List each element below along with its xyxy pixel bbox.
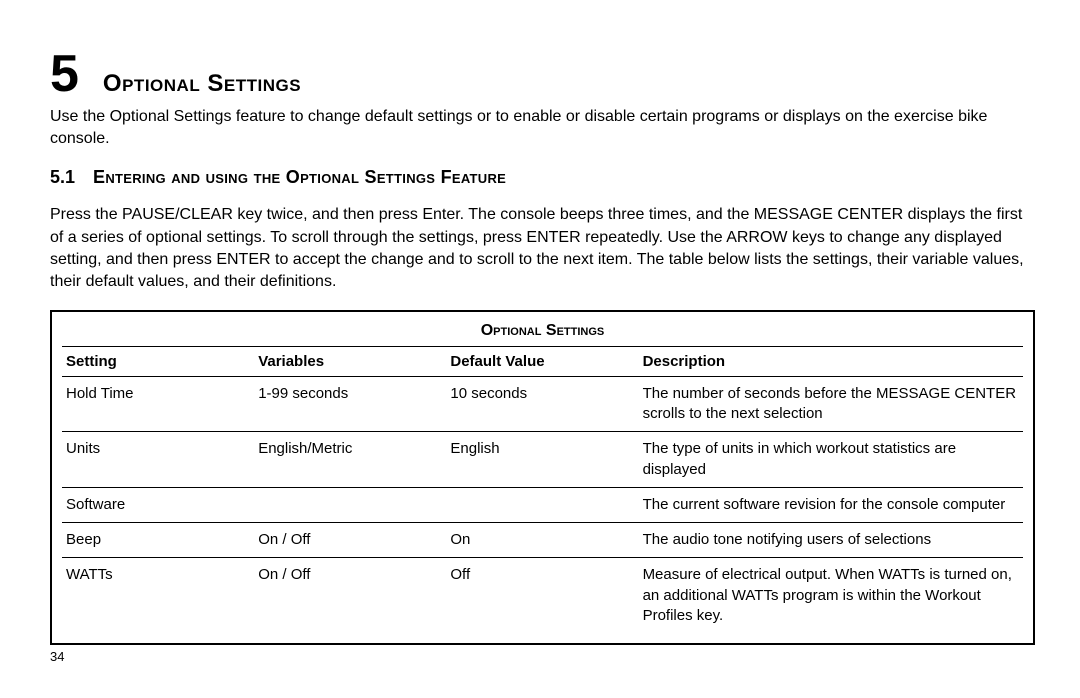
section-number: 5.1 bbox=[50, 167, 75, 188]
table-row: Hold Time 1-99 seconds 10 seconds The nu… bbox=[62, 376, 1023, 432]
table-row: Beep On / Off On The audio tone notifyin… bbox=[62, 523, 1023, 558]
cell-setting: Units bbox=[62, 432, 254, 488]
chapter-number: 5 bbox=[50, 48, 79, 100]
table-row: Units English/Metric English The type of… bbox=[62, 432, 1023, 488]
cell-variables: On / Off bbox=[254, 558, 446, 633]
table-row: Software The current software revision f… bbox=[62, 487, 1023, 522]
table-body: Hold Time 1-99 seconds 10 seconds The nu… bbox=[62, 376, 1023, 633]
cell-description: The number of seconds before the MESSAGE… bbox=[639, 376, 1023, 432]
col-header-variables: Variables bbox=[254, 347, 446, 377]
cell-variables: On / Off bbox=[254, 523, 446, 558]
cell-setting: Software bbox=[62, 487, 254, 522]
cell-description: Measure of electrical output. When WATTs… bbox=[639, 558, 1023, 633]
table-row: WATTs On / Off Off Measure of electrical… bbox=[62, 558, 1023, 633]
settings-table: Setting Variables Default Value Descript… bbox=[62, 347, 1023, 633]
cell-default: Off bbox=[446, 558, 638, 633]
settings-table-frame: Optional Settings Setting Variables Defa… bbox=[50, 310, 1035, 645]
cell-default: English bbox=[446, 432, 638, 488]
section-heading: 5.1 Entering and using the Optional Sett… bbox=[50, 167, 1035, 188]
intro-paragraph: Use the Optional Settings feature to cha… bbox=[50, 106, 1035, 149]
cell-setting: Beep bbox=[62, 523, 254, 558]
chapter-heading: 5 Optional Settings bbox=[50, 48, 1035, 100]
table-title: Optional Settings bbox=[62, 320, 1023, 347]
cell-setting: WATTs bbox=[62, 558, 254, 633]
col-header-description: Description bbox=[639, 347, 1023, 377]
cell-description: The current software revision for the co… bbox=[639, 487, 1023, 522]
cell-description: The audio tone notifying users of select… bbox=[639, 523, 1023, 558]
cell-variables: 1-99 seconds bbox=[254, 376, 446, 432]
cell-default bbox=[446, 487, 638, 522]
document-page: 5 Optional Settings Use the Optional Set… bbox=[0, 0, 1080, 674]
cell-variables bbox=[254, 487, 446, 522]
section-title: Entering and using the Optional Settings… bbox=[93, 167, 506, 188]
cell-variables: English/Metric bbox=[254, 432, 446, 488]
col-header-setting: Setting bbox=[62, 347, 254, 377]
cell-setting: Hold Time bbox=[62, 376, 254, 432]
col-header-default: Default Value bbox=[446, 347, 638, 377]
chapter-title: Optional Settings bbox=[103, 70, 301, 98]
cell-default: On bbox=[446, 523, 638, 558]
table-header-row: Setting Variables Default Value Descript… bbox=[62, 347, 1023, 377]
cell-default: 10 seconds bbox=[446, 376, 638, 432]
section-body: Press the PAUSE/CLEAR key twice, and the… bbox=[50, 204, 1035, 294]
page-number: 34 bbox=[50, 649, 1035, 664]
cell-description: The type of units in which workout stati… bbox=[639, 432, 1023, 488]
